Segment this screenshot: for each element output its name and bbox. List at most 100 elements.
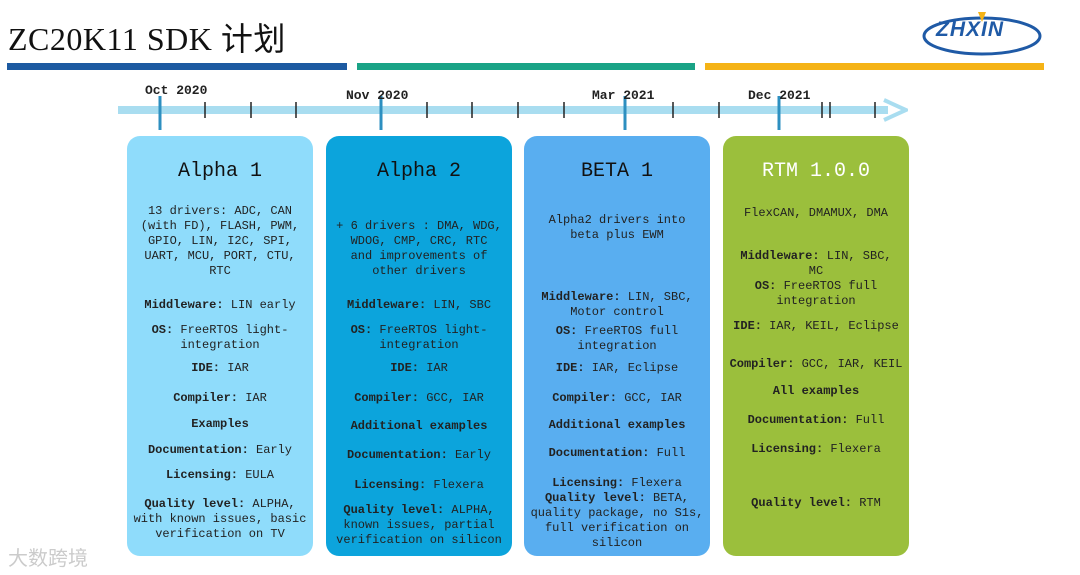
card-line-label: Middleware: [144,298,224,312]
card-line: (with FD), FLASH, PWM, [131,219,309,234]
card-line-value: Full [649,446,686,460]
card-line: Examples [131,417,309,432]
card-line-value: Alpha2 drivers into [548,213,686,227]
card-line-value: Motor control [570,305,664,319]
card-line-label: Licensing: [552,476,625,490]
card-line-label: Quality level: [544,491,646,505]
card-line-label: Additional examples [548,418,686,432]
card-line: Compiler: IAR [131,391,309,406]
card-line-value: quality package, no S1s, [530,506,704,520]
card-line: full verification on [528,521,706,536]
card-line: IDE: IAR [131,361,309,376]
card-line-value: LIN, SBC [426,298,492,312]
card-line-label: Additional examples [350,419,488,433]
card-line: verification on TV [131,527,309,542]
phase-card-alpha1: Alpha 1 13 drivers: ADC, CAN (with FD), F… [127,136,313,556]
card-line-label: Licensing: [751,442,824,456]
card-line: OS: FreeRTOS full [528,324,706,339]
card-line-value: + 6 drivers : DMA, WDG, [336,219,502,233]
card-line-value: GPIO, LIN, I2C, SPI, [147,234,293,248]
card-line: Middleware: LIN early [131,298,309,313]
card-line-value: FreeRTOS light- [173,323,289,337]
phase-title: RTM 1.0.0 [761,160,871,183]
card-line-label: OS: [555,324,578,338]
card-line-value: IAR [419,361,448,375]
card-line: integration [330,338,508,353]
card-line: Additional examples [330,419,508,434]
phase-title: Alpha 1 [177,160,262,183]
card-line-value: FreeRTOS full [776,279,878,293]
card-line-label: Documentation: [747,413,849,427]
card-line-label: Documentation: [346,448,448,462]
card-line: Documentation: Early [131,443,309,458]
phase-card-rtm: RTM 1.0.0 FlexCAN, DMAMUX, DMA Middleware… [723,136,909,556]
card-line: RTC [131,264,309,279]
card-line: 13 drivers: ADC, CAN [131,204,309,219]
card-line-value: other drivers [372,264,466,278]
card-line-value: IAR, Eclipse [584,361,679,375]
date-label-1: Oct 2020 [145,83,208,98]
card-line-label: Quality level: [751,496,852,510]
card-line-label: Documentation: [548,446,650,460]
card-line-label: OS: [350,323,373,337]
timeline-arrow-head [883,98,908,122]
card-line: with known issues, basic [131,512,309,527]
card-line: other drivers [330,264,508,279]
logo-text: ZHXIN [936,18,1004,41]
card-line: OS: FreeRTOS light- [330,323,508,338]
phase-title: BETA 1 [580,160,653,183]
card-line-value: FreeRTOS light- [372,323,488,337]
card-line: known issues, partial [330,518,508,533]
card-line: All examples [727,384,905,399]
card-line: Documentation: Full [528,446,706,461]
card-line: Compiler: GCC, IAR, KEIL [727,357,905,372]
card-line-label: Licensing: [165,468,238,482]
card-line-value: BETA, [645,491,690,505]
card-line-value: integration [776,294,856,308]
card-line-value: Full [848,413,885,427]
card-line: Quality level: ALPHA, [131,497,309,512]
card-line-label: Quality level: [144,497,246,511]
card-line: + 6 drivers : DMA, WDG, [330,219,508,234]
card-line-value: FlexCAN, DMAMUX, DMA [743,206,889,220]
timeline [118,96,908,130]
card-line-value: FreeRTOS full [577,324,679,338]
card-line-value: Early [248,443,293,457]
card-line-label: Compiler: [173,391,238,405]
phase-card-beta1: BETA 1 Alpha2 drivers into beta plus EWM M… [524,136,710,556]
card-line: Middleware: LIN, SBC, [528,290,706,305]
card-line-label: OS: [754,279,777,293]
card-line-label: IDE: [733,319,762,333]
card-line-value: (with FD), FLASH, PWM, [140,219,300,233]
card-line-label: IDE: [191,361,220,375]
card-line-value: Early [447,448,492,462]
logo-swoosh-icon [922,12,1042,56]
card-line-value: RTM [852,496,881,510]
card-line-value: 13 drivers: ADC, CAN [147,204,293,218]
card-line-label: Licensing: [354,478,427,492]
phase-title: Alpha 2 [376,160,461,183]
card-line: UART, MCU, PORT, CTU, [131,249,309,264]
card-line: IDE: IAR, Eclipse [528,361,706,376]
card-line-value: Flexera [823,442,881,456]
card-line-value: full verification on [544,521,690,535]
timeline-arrow-body [118,106,888,114]
card-line-label: OS: [151,323,174,337]
card-line-label: Compiler: [729,357,795,371]
card-line: Additional examples [528,418,706,433]
card-line-value: GCC, IAR [419,391,484,405]
timeline-ticks [158,96,876,130]
card-line: beta plus EWM [528,228,706,243]
card-line-value: WDOG, CMP, CRC, RTC [350,234,488,248]
card-line-label: IDE: [390,361,419,375]
card-line: and improvements of [330,249,508,264]
card-line-label: Middleware: [740,249,820,263]
card-line: integration [727,294,905,309]
date-label-3: Mar 2021 [592,88,655,103]
card-line-value: IAR [220,361,249,375]
card-line-value: verification on silicon [336,533,502,547]
card-line-label: Compiler: [354,391,419,405]
card-line-label: Middleware: [541,290,621,304]
header-bar-green [357,63,695,70]
date-label-2: Nov 2020 [346,88,409,103]
